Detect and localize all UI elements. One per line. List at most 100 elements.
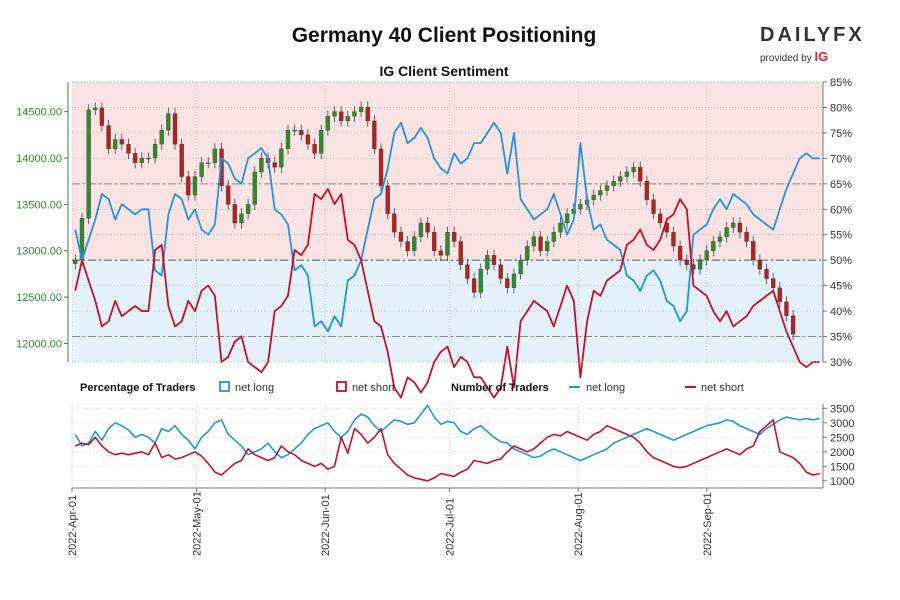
candle-body [339, 111, 344, 122]
y-right-tick-label: 75% [830, 128, 852, 140]
candle-body [352, 111, 357, 117]
candle-body [731, 222, 736, 228]
y-right-tick-label: 80% [830, 102, 852, 114]
candle-body [724, 227, 729, 237]
candle-body [126, 143, 131, 154]
candle-body [638, 167, 643, 182]
candle-body [777, 287, 782, 302]
candle-body [299, 130, 304, 135]
candle-body [644, 181, 650, 200]
candle-body [245, 204, 251, 214]
candle-body [658, 213, 663, 224]
brand-name: DAILYFX [760, 24, 865, 46]
y-right-tick-label: 30% [830, 357, 852, 369]
candle-body [611, 181, 616, 186]
x-tick-label: 2022-May-01 [191, 491, 203, 556]
candle-body [166, 113, 171, 131]
candle-body [292, 130, 297, 132]
candle-body [305, 134, 311, 145]
y-right-tick-label: 50% [830, 255, 852, 267]
candle-body [711, 241, 716, 251]
y-right-tick-label: 40% [830, 306, 852, 318]
candle-body [757, 259, 763, 270]
sentiment-line-net-short [74, 187, 820, 399]
legend-pct-short-label: net short [352, 382, 395, 394]
legend-pct-title: Percentage of Traders [80, 382, 196, 394]
candle-body [531, 236, 537, 247]
candle-body [498, 264, 503, 279]
candle-body [119, 139, 124, 145]
candle-body [86, 109, 91, 219]
candle-body [192, 176, 198, 196]
candle-body [312, 143, 317, 154]
candle-body [405, 241, 410, 251]
candle-body [186, 176, 191, 196]
legend-pct-long-swatch [219, 381, 230, 392]
candle-body [518, 259, 523, 275]
candle-body [113, 139, 118, 149]
candle-body [345, 116, 350, 122]
candle-body [325, 116, 331, 131]
candle-body [272, 162, 277, 168]
legend-pct-long-label: net long [235, 382, 274, 394]
candle-body [418, 222, 424, 237]
y-right-tick-label: 60% [830, 204, 852, 216]
candle-body [704, 250, 709, 261]
candle-body [365, 106, 370, 122]
legend-pct-short-swatch [336, 381, 347, 392]
y-right-tick-label: 1500 [830, 461, 854, 473]
y-right-tick-label: 3500 [830, 403, 854, 415]
candle-body [146, 157, 151, 160]
trader-count-line-net-short [74, 419, 820, 482]
candle-body [790, 315, 796, 335]
x-tick-label: 2022-Apr-01 [67, 495, 79, 556]
candle-body [458, 241, 463, 265]
sentiment-line-net-long [74, 121, 820, 333]
candle-body [425, 222, 430, 233]
candle-body [226, 185, 231, 205]
chart-title: Germany 40 Client Positioning [291, 24, 597, 47]
candle-body [206, 162, 211, 164]
brand-provider: provided by IG [760, 49, 829, 64]
candle-body [618, 176, 623, 182]
candle-body [677, 245, 683, 261]
candle-body [438, 250, 443, 256]
x-tick-label: 2022-Jul-01 [445, 498, 457, 556]
candle-body [558, 222, 563, 233]
candle-body [737, 222, 743, 233]
y-right-tick-label: 35% [830, 332, 852, 344]
candle-body [784, 301, 789, 316]
candle-body [212, 148, 218, 163]
y-left-tick-label: 14000.00 [16, 153, 62, 165]
candle-body [372, 120, 377, 149]
y-right-tick-label: 2500 [830, 432, 854, 444]
candle-body [551, 232, 556, 242]
candle-body [432, 232, 437, 251]
candle-body [159, 130, 164, 145]
candle-body [93, 107, 98, 110]
candle-body [505, 278, 510, 288]
candle-body [398, 232, 404, 242]
candle-body [452, 232, 457, 242]
y-right-tick-label: 70% [830, 153, 852, 165]
candle-body [152, 143, 158, 159]
candle-body [744, 232, 749, 242]
candle-body [485, 255, 490, 270]
candle-body [751, 241, 756, 261]
candle-body [378, 148, 384, 186]
candle-body [671, 232, 676, 247]
candle-body [239, 213, 244, 224]
candle-body [538, 236, 543, 251]
y-right-tick-label: 2000 [830, 447, 854, 459]
y-right-tick-label: 85% [830, 77, 852, 89]
candle-body [651, 199, 656, 214]
candle-body [139, 157, 144, 163]
y-right-tick-label: 3000 [830, 418, 854, 430]
candle-body [491, 255, 497, 265]
brand-logo: DAILYFX provided by IG [760, 24, 870, 64]
trader-count-line-net-long [74, 404, 820, 462]
candle-body [564, 213, 570, 224]
candle-body [285, 130, 291, 149]
candle-body [319, 130, 324, 154]
